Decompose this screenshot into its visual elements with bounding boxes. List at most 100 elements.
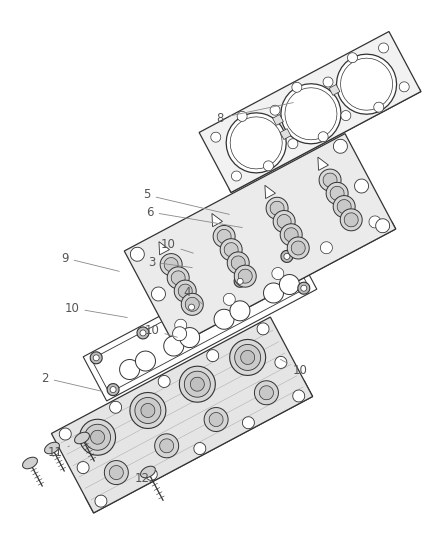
Ellipse shape xyxy=(288,139,298,149)
Ellipse shape xyxy=(90,352,102,364)
Ellipse shape xyxy=(376,219,390,233)
Ellipse shape xyxy=(220,239,242,261)
Ellipse shape xyxy=(188,304,194,310)
Ellipse shape xyxy=(164,257,178,272)
Ellipse shape xyxy=(175,319,187,331)
Ellipse shape xyxy=(209,413,223,426)
Text: 10: 10 xyxy=(64,302,127,318)
Ellipse shape xyxy=(378,43,389,53)
Ellipse shape xyxy=(160,254,182,276)
Ellipse shape xyxy=(237,111,247,122)
Polygon shape xyxy=(265,185,276,198)
Ellipse shape xyxy=(281,84,341,144)
Text: 10: 10 xyxy=(161,238,193,253)
Polygon shape xyxy=(51,317,313,513)
Ellipse shape xyxy=(158,375,170,387)
Ellipse shape xyxy=(180,328,200,348)
Ellipse shape xyxy=(141,403,155,417)
Ellipse shape xyxy=(399,82,409,92)
Ellipse shape xyxy=(213,225,235,247)
Ellipse shape xyxy=(179,366,215,402)
Text: 5: 5 xyxy=(143,189,229,214)
Ellipse shape xyxy=(140,330,146,336)
Ellipse shape xyxy=(298,282,310,294)
Ellipse shape xyxy=(230,340,266,375)
Ellipse shape xyxy=(337,199,351,214)
Ellipse shape xyxy=(374,102,384,112)
Ellipse shape xyxy=(344,213,358,227)
Ellipse shape xyxy=(275,357,287,368)
Text: 10: 10 xyxy=(280,359,307,376)
Polygon shape xyxy=(318,157,328,171)
Ellipse shape xyxy=(173,327,187,341)
Ellipse shape xyxy=(270,105,280,115)
Ellipse shape xyxy=(223,293,235,305)
Ellipse shape xyxy=(131,247,145,261)
Ellipse shape xyxy=(284,228,298,242)
Ellipse shape xyxy=(231,171,241,181)
Ellipse shape xyxy=(167,267,189,289)
Ellipse shape xyxy=(174,280,196,302)
Ellipse shape xyxy=(301,285,307,291)
Ellipse shape xyxy=(80,419,116,455)
Polygon shape xyxy=(329,85,340,95)
Ellipse shape xyxy=(214,309,234,329)
Ellipse shape xyxy=(107,384,119,395)
Ellipse shape xyxy=(341,58,392,110)
Polygon shape xyxy=(159,241,170,255)
Ellipse shape xyxy=(270,201,284,215)
Ellipse shape xyxy=(137,327,149,339)
Ellipse shape xyxy=(285,88,337,140)
Polygon shape xyxy=(272,115,283,125)
Ellipse shape xyxy=(22,457,37,469)
Ellipse shape xyxy=(326,182,348,204)
Ellipse shape xyxy=(181,293,203,316)
Polygon shape xyxy=(229,88,421,192)
Polygon shape xyxy=(85,381,313,513)
Ellipse shape xyxy=(155,434,179,458)
Ellipse shape xyxy=(259,386,273,400)
Ellipse shape xyxy=(341,110,351,120)
Ellipse shape xyxy=(237,278,243,284)
Ellipse shape xyxy=(279,274,300,295)
Ellipse shape xyxy=(145,469,157,480)
Text: 10: 10 xyxy=(145,324,177,337)
Ellipse shape xyxy=(204,408,228,432)
Ellipse shape xyxy=(263,161,273,171)
Ellipse shape xyxy=(234,265,256,287)
Ellipse shape xyxy=(130,392,166,429)
Ellipse shape xyxy=(281,251,293,262)
Ellipse shape xyxy=(287,237,309,259)
Ellipse shape xyxy=(59,428,71,440)
Ellipse shape xyxy=(226,113,286,173)
Ellipse shape xyxy=(164,336,184,356)
Ellipse shape xyxy=(77,462,89,474)
Text: 6: 6 xyxy=(146,206,242,228)
Ellipse shape xyxy=(330,187,344,200)
Ellipse shape xyxy=(194,442,206,455)
Ellipse shape xyxy=(323,173,337,187)
Ellipse shape xyxy=(323,77,333,87)
Ellipse shape xyxy=(240,350,254,365)
Ellipse shape xyxy=(347,53,357,63)
Ellipse shape xyxy=(91,430,105,444)
Ellipse shape xyxy=(95,495,107,507)
Ellipse shape xyxy=(93,355,99,361)
Polygon shape xyxy=(171,222,396,346)
Polygon shape xyxy=(124,134,396,346)
Ellipse shape xyxy=(135,351,155,371)
Ellipse shape xyxy=(110,401,122,413)
Polygon shape xyxy=(212,214,223,227)
Ellipse shape xyxy=(291,241,305,255)
Ellipse shape xyxy=(266,197,288,219)
Ellipse shape xyxy=(230,117,282,169)
Ellipse shape xyxy=(207,350,219,361)
Ellipse shape xyxy=(160,439,173,453)
Ellipse shape xyxy=(235,344,261,370)
Text: 9: 9 xyxy=(61,252,119,271)
Ellipse shape xyxy=(264,283,283,303)
Ellipse shape xyxy=(340,209,362,231)
Text: 4: 4 xyxy=(183,286,203,304)
Ellipse shape xyxy=(318,132,328,142)
Text: 8: 8 xyxy=(216,102,293,125)
